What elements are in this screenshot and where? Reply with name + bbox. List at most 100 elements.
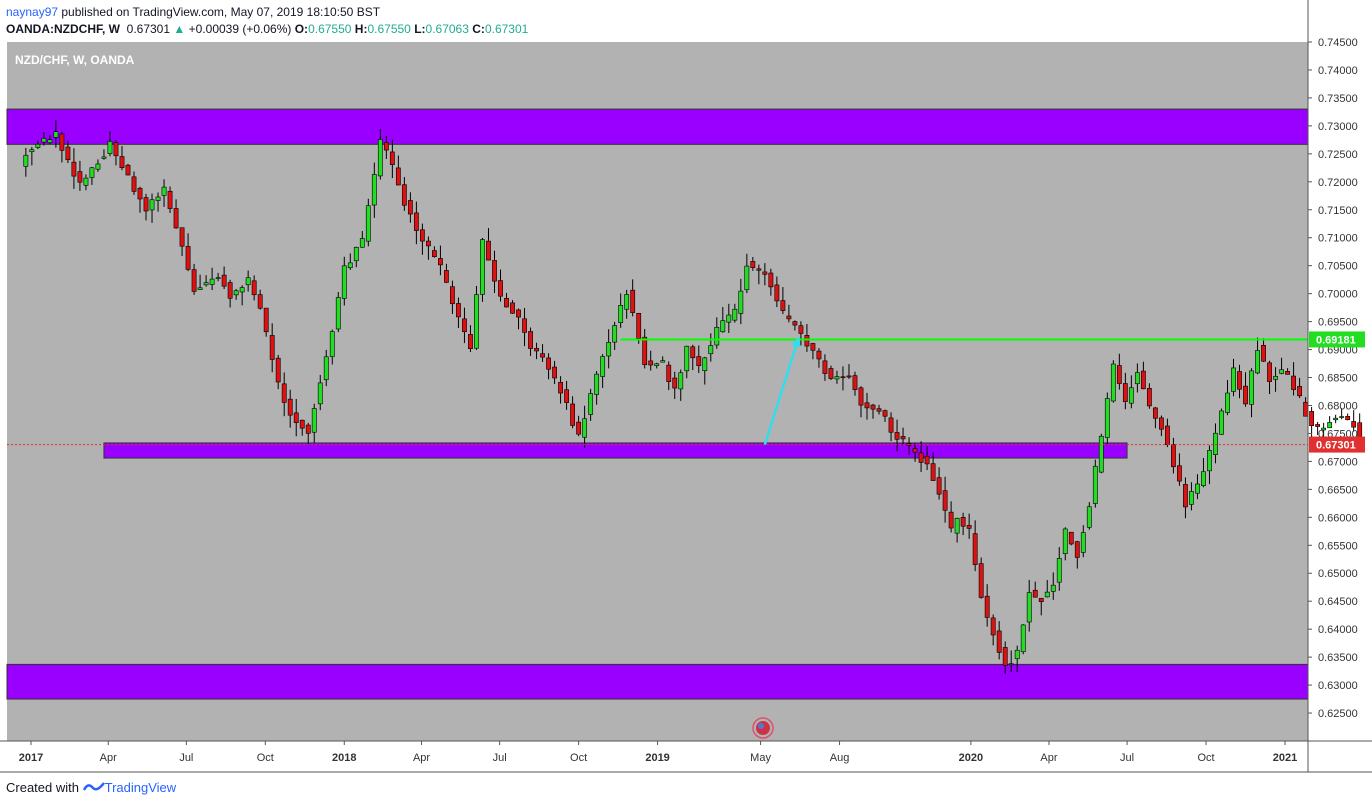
candle xyxy=(564,380,569,410)
candle-body xyxy=(1165,425,1170,445)
candle-body xyxy=(1261,344,1266,362)
candle-body xyxy=(1177,465,1182,482)
candle-body xyxy=(35,143,41,148)
sr-zone[interactable] xyxy=(103,442,1128,459)
candle xyxy=(263,307,269,337)
candle xyxy=(1134,363,1140,393)
candle xyxy=(1309,406,1315,439)
candle xyxy=(570,396,576,429)
ohlc-bar: OANDA:NZDCHF, W 0.67301 ▲ +0.00039 (+0.0… xyxy=(6,22,528,36)
candle xyxy=(882,409,888,422)
sr-zone[interactable] xyxy=(6,663,1309,700)
news-flag-icon[interactable] xyxy=(752,717,774,739)
candle-body xyxy=(576,421,582,435)
candle-body xyxy=(822,360,828,374)
y-tick-label: 0.72500 xyxy=(1318,149,1358,161)
candle-body xyxy=(726,314,732,323)
candle-body xyxy=(492,260,497,282)
candle xyxy=(383,135,389,159)
close-label: C: xyxy=(472,22,485,36)
candle xyxy=(323,349,329,387)
candle xyxy=(588,388,594,421)
candle-body xyxy=(948,511,954,529)
candle-body xyxy=(840,376,846,379)
candle xyxy=(714,317,720,349)
candle-body xyxy=(425,240,431,247)
candle-body xyxy=(113,142,119,157)
candle-body xyxy=(137,187,143,200)
open-label: O: xyxy=(294,22,309,36)
candle-body xyxy=(65,146,71,161)
projection-arrow[interactable] xyxy=(763,336,801,445)
candle xyxy=(65,140,71,163)
sr-zone[interactable] xyxy=(6,108,1309,145)
candle-body xyxy=(1237,371,1242,390)
candle xyxy=(930,452,936,481)
candle-body xyxy=(1008,663,1014,665)
candle-body xyxy=(510,302,515,314)
candle-body xyxy=(167,190,173,209)
candle-body xyxy=(954,517,960,534)
candle xyxy=(275,354,281,390)
y-tick-label: 0.65500 xyxy=(1318,540,1358,552)
tradingview-logo-icon[interactable] xyxy=(82,780,105,794)
candle xyxy=(696,345,702,373)
y-tick-label: 0.74000 xyxy=(1318,65,1358,77)
candle-body xyxy=(1020,624,1026,653)
candle-body xyxy=(780,300,786,311)
candle xyxy=(89,167,95,185)
candle-body xyxy=(107,141,113,154)
candle-body xyxy=(456,303,461,318)
candle-body xyxy=(570,403,576,426)
candle xyxy=(744,253,750,294)
candle xyxy=(498,269,503,302)
candle xyxy=(684,345,690,379)
candle-body xyxy=(468,334,473,350)
candle xyxy=(1122,372,1128,410)
candle xyxy=(119,146,125,171)
candle xyxy=(1351,410,1357,432)
candle xyxy=(173,199,179,229)
candle-body xyxy=(936,477,942,495)
y-tick-label: 0.64000 xyxy=(1318,624,1358,636)
candle-body xyxy=(702,357,708,371)
candle-body xyxy=(486,240,491,261)
candle-body xyxy=(1183,484,1188,508)
candle-body xyxy=(1315,424,1321,427)
candle xyxy=(1285,368,1290,375)
author-link[interactable]: naynay97 xyxy=(6,5,59,19)
last-price-tag-bg xyxy=(1309,436,1365,453)
candle-body xyxy=(359,238,365,248)
candle-body xyxy=(618,305,624,323)
candle-body xyxy=(1092,465,1098,504)
candle xyxy=(678,369,684,401)
candle-body xyxy=(323,356,329,381)
candle-body xyxy=(684,345,690,372)
candle xyxy=(53,119,59,148)
candle xyxy=(1237,364,1242,399)
y-tick-label: 0.63500 xyxy=(1318,652,1358,664)
candle-body xyxy=(546,357,551,370)
candle-body xyxy=(257,294,263,309)
candle-body xyxy=(377,139,383,177)
candle xyxy=(960,512,966,536)
candle-body xyxy=(930,463,936,481)
candle xyxy=(726,303,732,334)
up-arrow-icon: ▲ xyxy=(173,22,186,36)
candle-body xyxy=(209,278,215,285)
candle-body xyxy=(738,290,744,314)
candle xyxy=(768,268,774,296)
x-tick-label: Apr xyxy=(413,752,430,764)
candle-body xyxy=(540,353,545,358)
candle-body xyxy=(41,138,47,143)
tradingview-link[interactable]: TradingView xyxy=(104,780,177,795)
candle-body xyxy=(642,336,648,366)
candle-body xyxy=(852,375,858,390)
candle-body xyxy=(672,377,678,389)
candle-body xyxy=(59,133,65,151)
candle-body xyxy=(792,321,798,326)
candle-body xyxy=(990,617,996,636)
candle-body xyxy=(1333,417,1339,421)
candle-body xyxy=(558,382,563,394)
